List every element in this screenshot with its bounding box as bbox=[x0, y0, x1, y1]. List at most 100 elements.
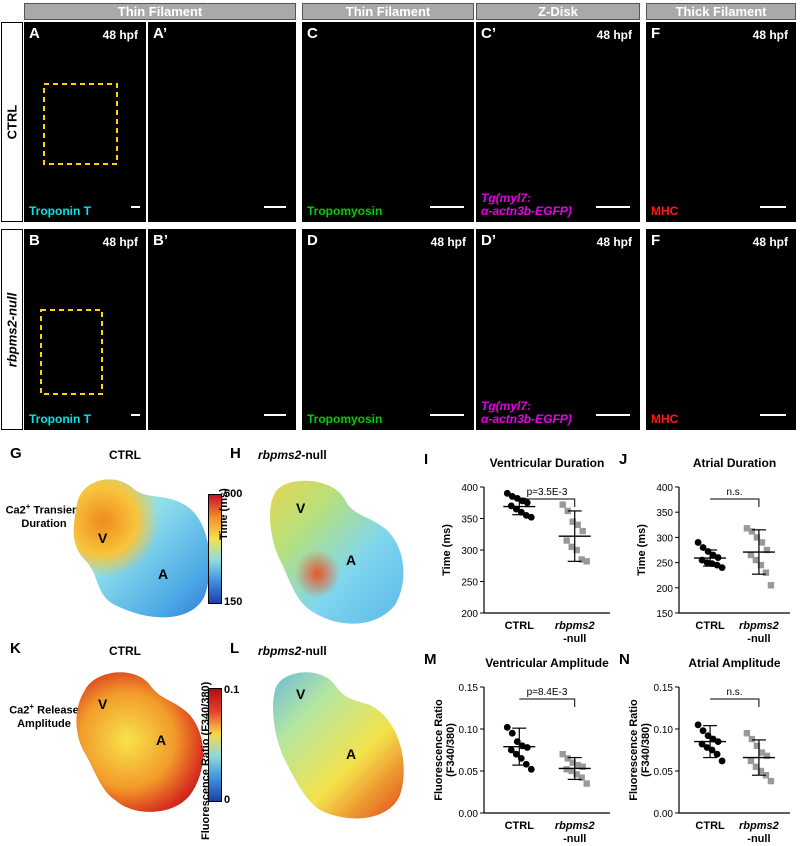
scale-bar bbox=[760, 206, 786, 208]
panel-label-a-prime: A’ bbox=[153, 25, 168, 42]
data-point bbox=[703, 744, 711, 751]
data-point bbox=[573, 771, 580, 778]
y-tick-label: 0.00 bbox=[459, 809, 479, 820]
y-tick-label: 250 bbox=[656, 559, 673, 570]
data-point bbox=[762, 569, 770, 576]
chart-title: Ventricular Duration bbox=[490, 456, 605, 470]
data-point bbox=[564, 507, 571, 515]
data-point bbox=[699, 544, 707, 551]
data-point bbox=[767, 777, 775, 785]
x-tick-label: -null bbox=[747, 833, 770, 845]
stain-label-troponin: Troponin T bbox=[29, 412, 91, 426]
panel-letter-k: K bbox=[10, 640, 21, 657]
x-tick-label: -null bbox=[563, 833, 586, 845]
x-tick-label: CTRL bbox=[505, 820, 535, 832]
panel-label-b-prime: B’ bbox=[153, 232, 168, 249]
panel-a-prime-troponin-ctrl: A’ bbox=[148, 22, 296, 222]
panel-letter-g: G bbox=[10, 445, 22, 462]
data-point bbox=[694, 721, 702, 729]
data-point bbox=[523, 744, 531, 751]
y-tick-label: 400 bbox=[656, 483, 673, 494]
data-point bbox=[563, 537, 570, 544]
data-point bbox=[763, 752, 771, 760]
x-tick-label: CTRL bbox=[695, 820, 725, 832]
data-point bbox=[569, 518, 576, 525]
y-tick-label: 300 bbox=[656, 533, 673, 544]
hpf-label: 48 hpf bbox=[596, 235, 632, 249]
data-point bbox=[522, 760, 530, 768]
colorbar-ratio-max: 0.1 bbox=[224, 684, 240, 696]
data-point bbox=[747, 551, 755, 559]
panel-letter: N bbox=[619, 651, 630, 668]
data-point bbox=[699, 727, 707, 735]
panel-letter: J bbox=[619, 451, 627, 468]
y-tick-label: 0.05 bbox=[654, 767, 674, 778]
significance-label: p=8.4E-3 bbox=[527, 687, 568, 698]
y-tick-label: 0.05 bbox=[459, 767, 479, 778]
panel-d-prime-zdisk-null: D’ 48 hpf Tg(myl7: α-actn3b-EGFP) bbox=[476, 229, 640, 430]
data-point bbox=[527, 765, 535, 773]
hpf-label: 48 hpf bbox=[596, 28, 632, 42]
header-z-disk: Z-Disk bbox=[476, 3, 640, 20]
panel-letter: M bbox=[424, 651, 437, 668]
label-a: A bbox=[156, 732, 167, 748]
data-point bbox=[583, 780, 590, 787]
data-point bbox=[574, 761, 581, 769]
data-point bbox=[753, 534, 761, 541]
data-point bbox=[709, 735, 717, 743]
panel-letter-l: L bbox=[230, 640, 240, 657]
significance-label: n.s. bbox=[726, 487, 742, 498]
panel-f-mhc-ctrl: F 48 hpf MHC bbox=[646, 22, 796, 222]
label-a: A bbox=[346, 746, 357, 762]
scale-bar bbox=[264, 206, 286, 208]
data-point bbox=[508, 729, 516, 737]
panel-label-c-prime: C’ bbox=[481, 25, 496, 42]
data-point bbox=[758, 539, 766, 546]
data-point bbox=[713, 750, 721, 758]
data-point bbox=[573, 546, 580, 554]
data-point bbox=[709, 551, 717, 559]
data-point bbox=[568, 543, 575, 551]
data-point bbox=[752, 763, 760, 770]
data-point bbox=[523, 499, 531, 507]
colorbar-time-min: 150 bbox=[224, 596, 243, 608]
heatmap-g-duration-ctrl bbox=[73, 479, 210, 618]
colorbar-time-label: Time (ms) bbox=[218, 488, 230, 540]
y-tick-label: 250 bbox=[461, 578, 478, 589]
data-point bbox=[579, 527, 586, 535]
data-point bbox=[757, 767, 765, 775]
chart-ventricular-duration: I Ventricular Duration 200 250 300 350 400 Time… bbox=[424, 451, 610, 645]
x-tick-label: CTRL bbox=[505, 620, 535, 632]
panel-label-f: F bbox=[651, 25, 661, 42]
data-point bbox=[758, 749, 766, 756]
data-point bbox=[507, 746, 515, 754]
data-point bbox=[757, 561, 765, 569]
data-point bbox=[747, 757, 755, 765]
panel-b-troponin-null: B 48 hpf Troponin T bbox=[24, 229, 146, 430]
scale-bar bbox=[264, 414, 286, 416]
y-axis-label: (F340/380) bbox=[640, 723, 652, 777]
chart-title: Ventricular Amplitude bbox=[485, 656, 609, 670]
panel-f2-mhc-null: F 48 hpf MHC bbox=[646, 229, 796, 430]
map-title-ctrl: CTRL bbox=[109, 448, 141, 462]
hpf-label: 48 hpf bbox=[752, 235, 788, 249]
data-point bbox=[718, 564, 726, 572]
colorbar-time bbox=[208, 494, 222, 604]
y-axis-label: Time (ms) bbox=[636, 524, 648, 576]
data-point bbox=[743, 525, 751, 532]
significance-bracket bbox=[710, 698, 760, 707]
x-tick-label: rbpms2 bbox=[555, 820, 595, 832]
y-tick-label: 300 bbox=[461, 546, 478, 557]
panel-c-prime-zdisk-ctrl: C’ 48 hpf Tg(myl7: α-actn3b-EGFP) bbox=[476, 22, 640, 222]
stain-label-actinin: Tg(myl7: α-actn3b-EGFP) bbox=[481, 191, 572, 218]
chart-ventricular-amplitude: M Ventricular Amplitude 0.00 0.05 0.10 0.15 Fl… bbox=[424, 651, 610, 845]
significance-bracket bbox=[710, 498, 760, 507]
stain-label-actinin: Tg(myl7: α-actn3b-EGFP) bbox=[481, 399, 572, 426]
y-tick-label: 0.00 bbox=[654, 809, 674, 820]
y-tick-label: 200 bbox=[461, 609, 478, 620]
row-label-ctrl: CTRL bbox=[1, 22, 23, 222]
significance-label: n.s. bbox=[726, 687, 742, 698]
header-thin-filament-1: Thin Filament bbox=[24, 3, 296, 20]
significance-bracket bbox=[519, 498, 576, 507]
hpf-label: 48 hpf bbox=[102, 235, 138, 249]
